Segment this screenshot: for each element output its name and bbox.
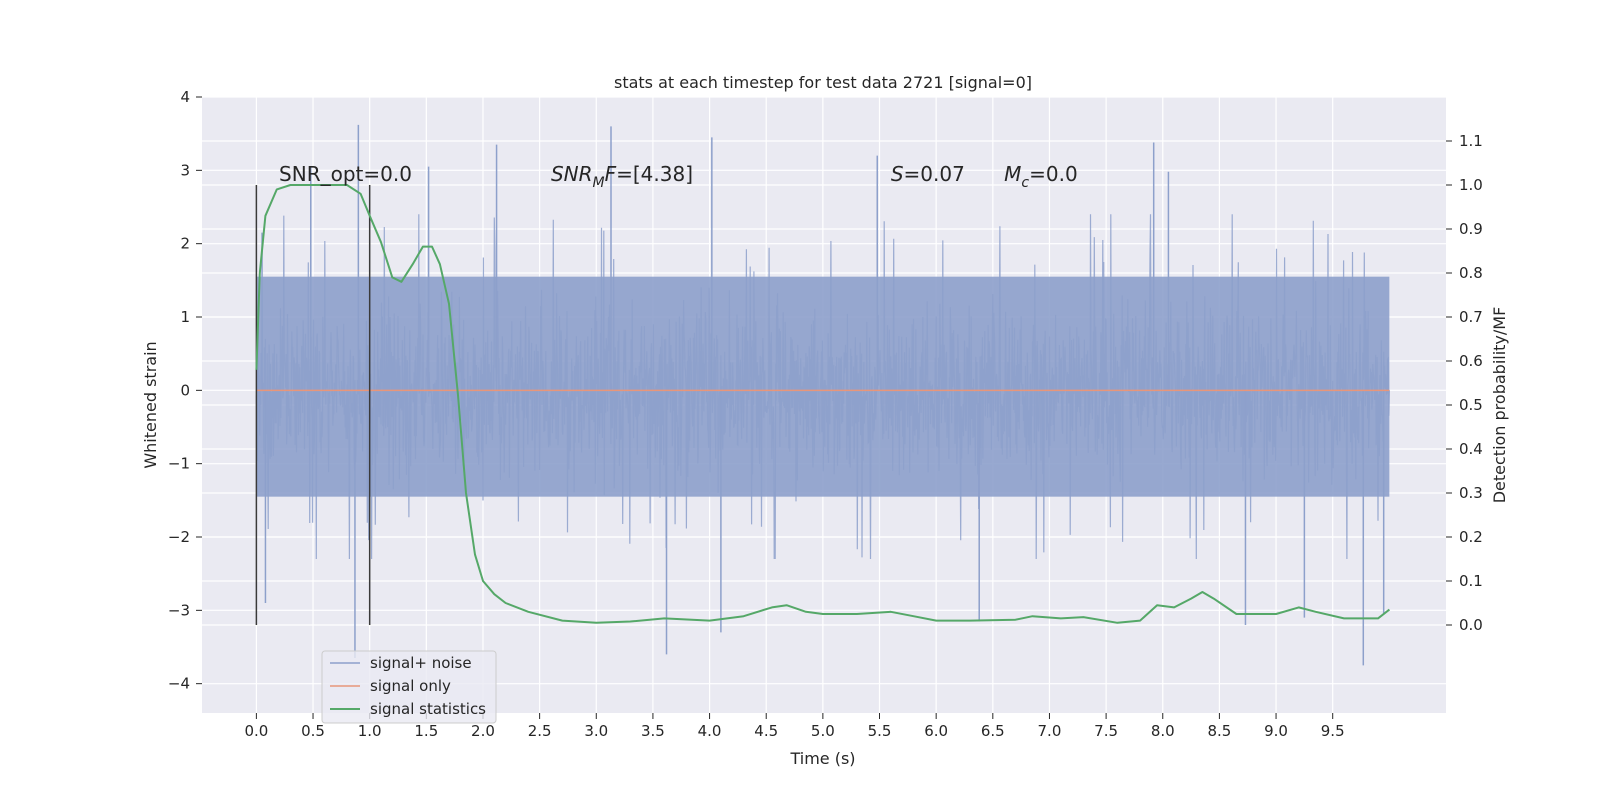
x-tick-label: 7.0: [1038, 722, 1062, 740]
y-right-tick-label: 1.1: [1459, 132, 1483, 150]
annotation-mc: Mc=0.0: [1004, 162, 1078, 191]
y-right-tick-label: 0.8: [1459, 264, 1483, 282]
annotation-snr-mf: SNRMF=[4.38]: [551, 162, 693, 191]
y-right-tick-label: 0.9: [1459, 220, 1483, 238]
x-tick-label: 4.0: [698, 722, 722, 740]
y-axis-left-label: Whitened strain: [141, 341, 160, 468]
y-right-tick-label: 0.3: [1459, 484, 1483, 502]
x-tick-label: 0.5: [301, 722, 325, 740]
x-tick-label: 8.0: [1151, 722, 1175, 740]
y-left-tick-label: −1: [168, 455, 190, 473]
y-right-tick-label: 1.0: [1459, 176, 1483, 194]
x-tick-label: 6.5: [981, 722, 1005, 740]
x-tick-label: 7.5: [1094, 722, 1118, 740]
y-right-tick-label: 0.6: [1459, 352, 1483, 370]
x-tick-label: 5.5: [868, 722, 892, 740]
legend-box: [321, 650, 497, 724]
y-left-tick-label: −2: [168, 528, 190, 546]
y-left-tick-label: 4: [180, 88, 190, 106]
chart-title: stats at each timestep for test data 272…: [614, 73, 1032, 92]
x-tick-label: 9.0: [1264, 722, 1288, 740]
annotation-s: S=0.07: [891, 162, 965, 186]
x-tick-label: 2.5: [528, 722, 552, 740]
y-right-tick-label: 0.0: [1459, 616, 1483, 634]
y-axis-right-ticks: 0.0 0.1 0.2 0.3 0.4 0.5 0.6 0.7 0.8 0.9 1.0 1.1: [1446, 132, 1483, 634]
legend: signal+ noise signal only signal statist…: [321, 650, 497, 724]
noise-core-band: [256, 276, 1390, 497]
x-tick-label: 1.5: [414, 722, 438, 740]
x-tick-label: 8.5: [1207, 722, 1231, 740]
x-tick-label: 6.0: [924, 722, 948, 740]
y-left-tick-label: 1: [180, 308, 190, 326]
x-tick-label: 0.0: [244, 722, 268, 740]
noise-series: [255, 124, 1390, 666]
y-right-tick-label: 0.5: [1459, 396, 1483, 414]
y-left-tick-label: 3: [180, 161, 190, 179]
window-markers: [255, 185, 371, 625]
x-tick-label: 9.5: [1321, 722, 1345, 740]
x-tick-label: 3.5: [641, 722, 665, 740]
y-left-tick-label: 2: [180, 235, 190, 253]
x-tick-label: 2.0: [471, 722, 495, 740]
legend-label-noise: signal+ noise: [370, 654, 472, 672]
y-right-tick-label: 0.7: [1459, 308, 1483, 326]
x-axis-label: Time (s): [789, 749, 855, 768]
x-tick-label: 4.5: [754, 722, 778, 740]
x-tick-label: 1.0: [358, 722, 382, 740]
y-left-tick-label: 0: [180, 381, 190, 399]
y-axis-right-label: Detection probability/MF: [1490, 307, 1509, 504]
y-left-tick-label: −4: [168, 675, 190, 693]
legend-label-signal: signal only: [370, 677, 451, 695]
x-tick-label: 5.0: [811, 722, 835, 740]
statistics-series: [255, 184, 1391, 624]
y-axis-left-ticks: −4 −3 −2 −1 0 1 2 3 4: [168, 88, 202, 693]
legend-label-statistics: signal statistics: [370, 700, 486, 718]
annotation-snr-opt: SNR_opt=0.0: [279, 162, 412, 186]
y-left-tick-label: −3: [168, 601, 190, 619]
statistics-line: [255, 184, 1391, 624]
y-right-tick-label: 0.4: [1459, 440, 1483, 458]
x-tick-label: 3.0: [584, 722, 608, 740]
y-right-tick-label: 0.2: [1459, 528, 1483, 546]
x-axis-ticks: 0.0 0.5 1.0 1.5 2.0 2.5 3.0 3.5 4.0 4.5 5.0 5.5 6.0 6…: [244, 713, 1345, 740]
y-right-tick-label: 0.1: [1459, 572, 1483, 590]
